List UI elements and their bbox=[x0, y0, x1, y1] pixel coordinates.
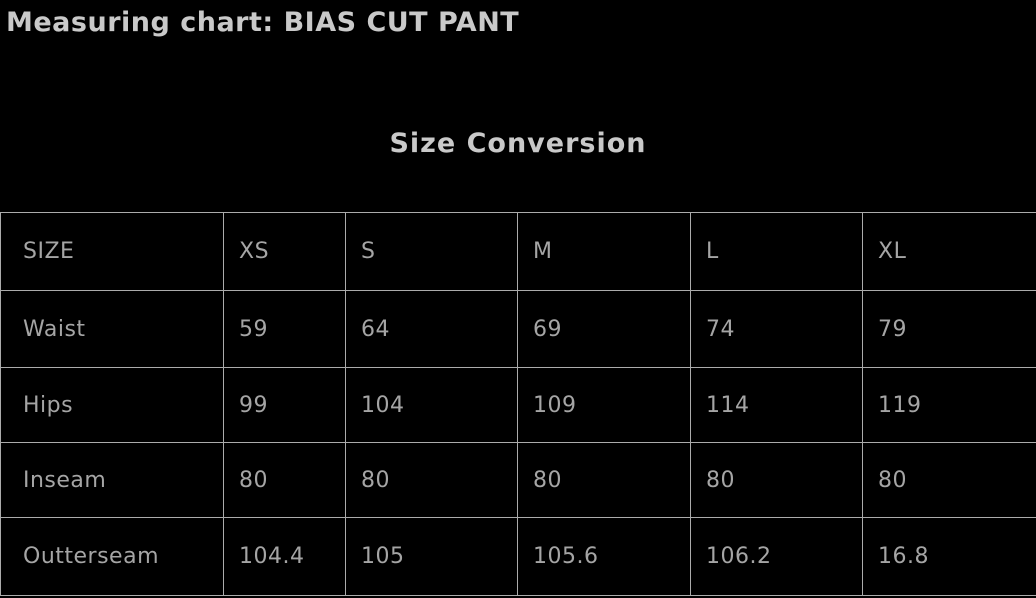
table-row-outterseam: Outterseam 104.4 105 105.6 106.2 16.8 bbox=[0, 517, 1036, 596]
cell-outterseam-m: 105.6 bbox=[517, 517, 691, 596]
cell-outterseam-xs: 104.4 bbox=[223, 517, 346, 596]
cell-hips-s: 104 bbox=[345, 367, 518, 443]
row-label: Waist bbox=[0, 290, 224, 368]
cell-outterseam-l: 106.2 bbox=[690, 517, 863, 596]
cell-hips-xs: 99 bbox=[223, 367, 346, 443]
cell-inseam-xl: 80 bbox=[862, 442, 1036, 518]
size-conversion-table: SIZE XS S M L XL Waist 59 64 69 74 79 Hi… bbox=[0, 212, 1036, 596]
row-label: Inseam bbox=[0, 442, 224, 518]
cell-hips-l: 114 bbox=[690, 367, 863, 443]
col-header-l: L bbox=[690, 212, 863, 291]
cell-waist-m: 69 bbox=[517, 290, 691, 368]
row-label: Outterseam bbox=[0, 517, 224, 596]
col-header-m: M bbox=[517, 212, 691, 291]
cell-hips-m: 109 bbox=[517, 367, 691, 443]
col-header-size: SIZE bbox=[0, 212, 224, 291]
cell-waist-s: 64 bbox=[345, 290, 518, 368]
table-row-inseam: Inseam 80 80 80 80 80 bbox=[0, 442, 1036, 518]
cell-waist-l: 74 bbox=[690, 290, 863, 368]
col-header-xs: XS bbox=[223, 212, 346, 291]
cell-hips-xl: 119 bbox=[862, 367, 1036, 443]
table-header-row: SIZE XS S M L XL bbox=[0, 212, 1036, 291]
cell-waist-xs: 59 bbox=[223, 290, 346, 368]
cell-inseam-l: 80 bbox=[690, 442, 863, 518]
page-title: Measuring chart: BIAS CUT PANT bbox=[6, 7, 520, 38]
col-header-s: S bbox=[345, 212, 518, 291]
size-conversion-table-wrapper: SIZE XS S M L XL Waist 59 64 69 74 79 Hi… bbox=[0, 212, 1036, 596]
table-row-hips: Hips 99 104 109 114 119 bbox=[0, 367, 1036, 443]
cell-outterseam-s: 105 bbox=[345, 517, 518, 596]
cell-inseam-s: 80 bbox=[345, 442, 518, 518]
section-heading: Size Conversion bbox=[389, 128, 647, 159]
cell-inseam-xs: 80 bbox=[223, 442, 346, 518]
cell-waist-xl: 79 bbox=[862, 290, 1036, 368]
row-label: Hips bbox=[0, 367, 224, 443]
col-header-xl: XL bbox=[862, 212, 1036, 291]
cell-outterseam-xl: 16.8 bbox=[862, 517, 1036, 596]
table-row-waist: Waist 59 64 69 74 79 bbox=[0, 290, 1036, 368]
cell-inseam-m: 80 bbox=[517, 442, 691, 518]
